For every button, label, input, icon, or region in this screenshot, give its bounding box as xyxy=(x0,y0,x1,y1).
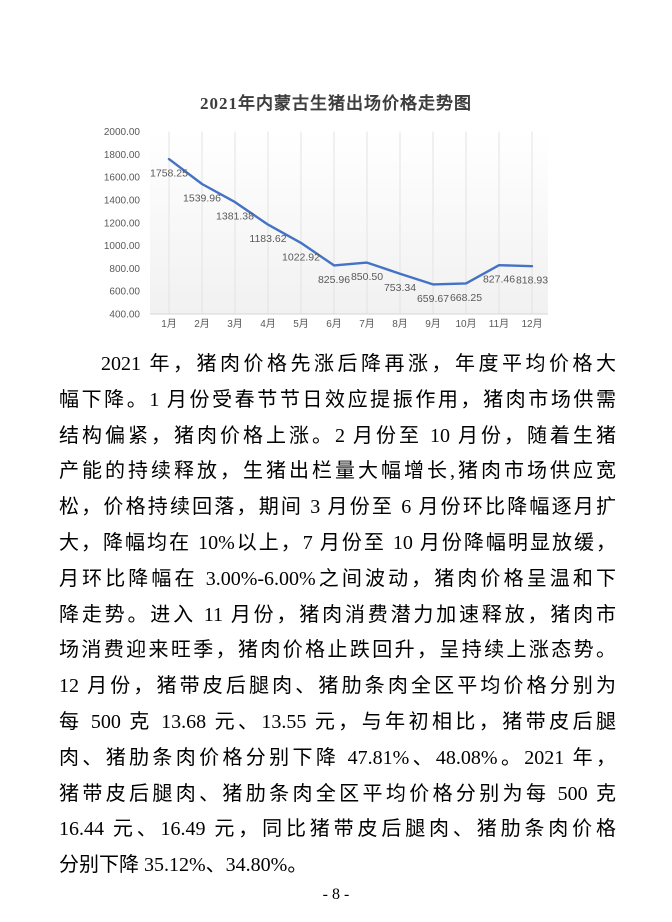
data-label: 1381.38 xyxy=(216,211,254,223)
data-label: 668.25 xyxy=(450,292,482,304)
x-axis-tick-label: 7月 xyxy=(359,318,375,330)
paragraph-line: 幅下降。1 月份受春节节日效应提振作用，猪肉市场供需 xyxy=(59,388,616,411)
data-label: 825.96 xyxy=(318,274,350,286)
price-line-series xyxy=(167,157,534,286)
paragraph-line: 分别下降 35.12%、34.80%。 xyxy=(59,854,308,877)
x-axis-tick-label: 12月 xyxy=(521,318,542,330)
paragraph-line: 降走势。进入 11 月份，猪肉消费潜力加速释放，猪肉市 xyxy=(59,603,616,626)
y-axis-tick-label: 400.00 xyxy=(109,310,140,321)
data-label: 850.50 xyxy=(351,271,383,283)
data-label: 827.46 xyxy=(483,274,515,286)
y-axis-tick-label: 1200.00 xyxy=(104,218,141,229)
y-axis-tick-label: 1800.00 xyxy=(104,150,141,161)
paragraph-line: 猪带皮后腿肉、猪肋条肉全区平均价格分别为每 500 克 xyxy=(59,782,616,805)
x-axis-tick-label: 1月 xyxy=(161,318,177,330)
x-axis-tick-label: 5月 xyxy=(293,318,309,330)
data-label: 1539.96 xyxy=(183,192,221,204)
paragraph-line: 月环比降幅在 3.00%-6.00%之间波动，猪肉价格呈温和下 xyxy=(59,567,616,590)
data-label: 818.93 xyxy=(516,275,548,287)
x-axis-tick-label: 4月 xyxy=(260,318,276,330)
y-axis-tick-label: 800.00 xyxy=(109,264,140,275)
paragraph-line: 大，降幅均在 10%以上，7 月份至 10 月份降幅明显放缓， xyxy=(59,531,616,554)
y-axis-tick-label: 1600.00 xyxy=(104,173,141,184)
data-label: 659.67 xyxy=(417,293,449,305)
page-number: - 8 - xyxy=(322,886,350,903)
y-axis-tick-label: 2000.00 xyxy=(104,127,141,138)
paragraph-line: 场消费迎来旺季，猪肉价格止跌回升，呈持续上涨态势。 xyxy=(59,639,616,662)
price-chart-figure: 2000.00 1800.00 1600.00 1400.00 1200.00 1000.… xyxy=(60,116,620,344)
data-label: 1183.62 xyxy=(249,233,286,245)
paragraph-line: 肉、猪肋条肉价格分别下降 47.81%、48.08%。2021 年， xyxy=(59,746,616,769)
data-label: 1022.92 xyxy=(282,251,320,263)
paragraph-line: 松，价格持续回落，期间 3 月份至 6 月份环比降幅逐月扩 xyxy=(59,496,616,519)
body-text: 2021 年，猪肉价格先涨后降再涨，年度平均价格大幅下降。1 月份受春节节日效应… xyxy=(59,347,616,884)
x-axis-tick-label: 6月 xyxy=(326,318,342,330)
paragraph-line: 12 月份，猪带皮后腿肉、猪肋条肉全区平均价格分别为 xyxy=(59,675,616,698)
y-axis-tick-label: 1000.00 xyxy=(104,241,141,252)
data-label: 753.34 xyxy=(384,282,416,294)
y-axis-tick-label: 600.00 xyxy=(109,287,140,298)
x-axis-tick-label: 3月 xyxy=(227,318,243,330)
x-axis-tick-label: 11月 xyxy=(489,318,509,330)
paragraph-line: 2021 年，猪肉价格先涨后降再涨，年度平均价格大 xyxy=(101,353,616,375)
x-axis-tick-label: 2月 xyxy=(194,318,210,330)
x-axis-tick-label: 9月 xyxy=(425,318,441,330)
paragraph-line: 结构偏紧，猪肉价格上涨。2 月份至 10 月份，随着生猪 xyxy=(59,424,616,447)
data-label: 1758.25 xyxy=(150,168,188,180)
x-axis-tick-label: 8月 xyxy=(392,318,408,330)
x-axis-tick-label: 10月 xyxy=(455,318,476,330)
paragraph-line: 产能的持续释放，生猪出栏量大幅增长,猪肉市场供应宽 xyxy=(59,460,616,483)
price-chart-svg: 2000.00 1800.00 1600.00 1400.00 1200.00 1000.… xyxy=(104,127,548,330)
paragraph-line: 每 500 克 13.68 元、13.55 元，与年初相比，猪带皮后腿 xyxy=(59,710,616,733)
y-axis-tick-label: 1400.00 xyxy=(104,195,141,206)
chart-title: 2021年内蒙古生猪出场价格走势图 xyxy=(200,94,472,113)
plot-area xyxy=(150,131,548,314)
paragraph-line: 16.44 元、16.49 元，同比猪带皮后腿肉、猪肋条肉价格 xyxy=(59,818,616,841)
